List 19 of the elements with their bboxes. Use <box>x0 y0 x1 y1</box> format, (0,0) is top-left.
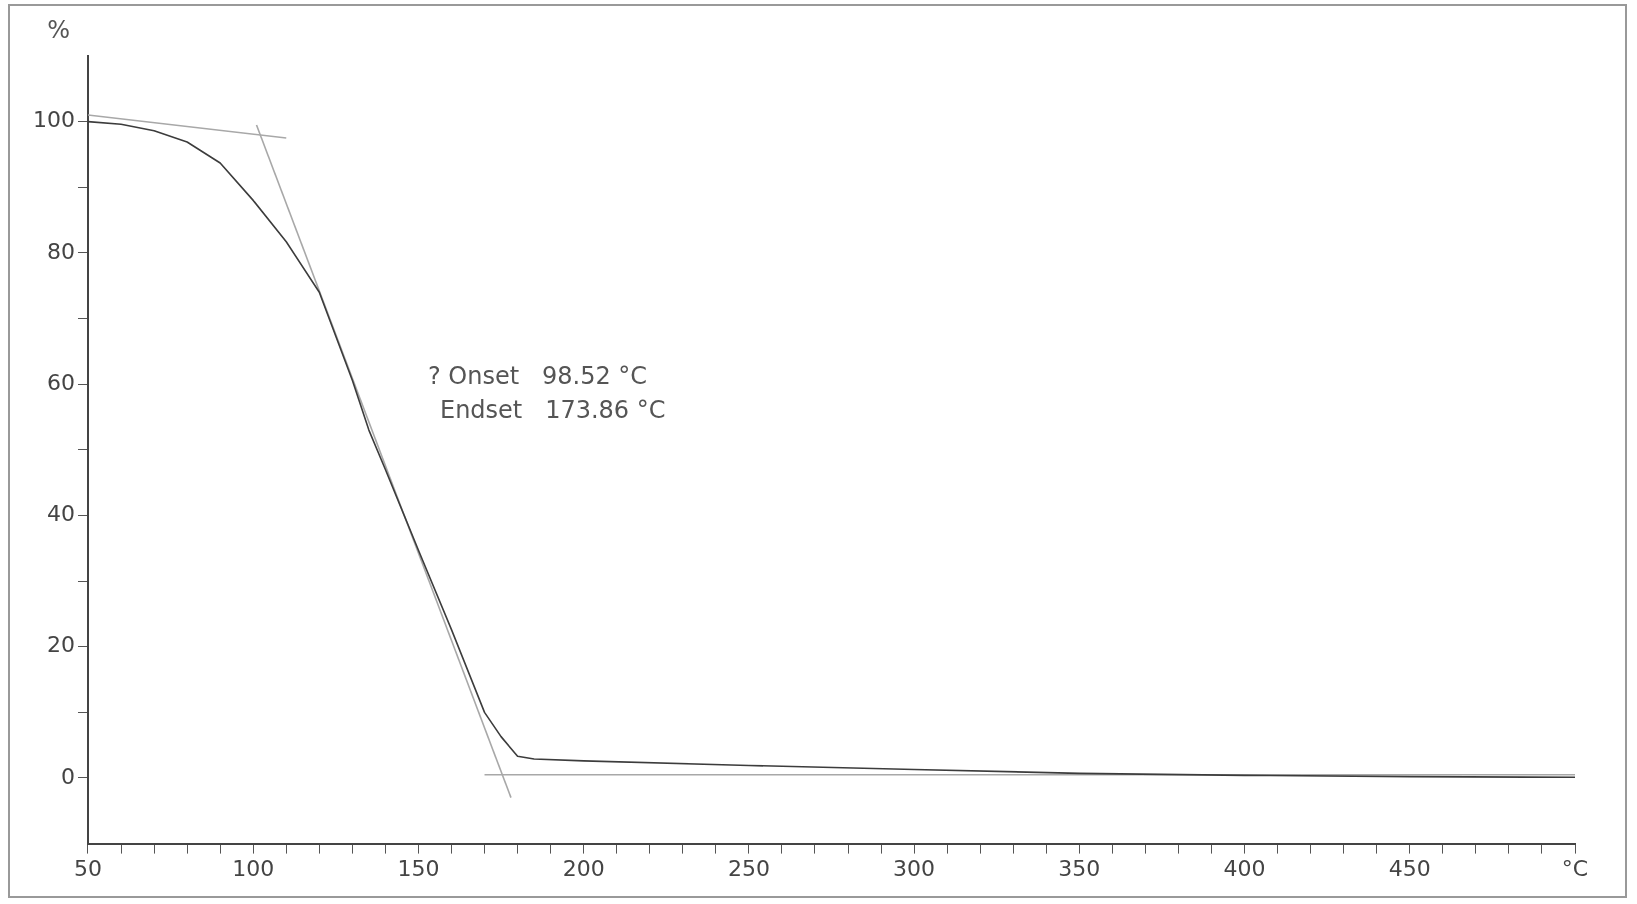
x-tick-label: °C <box>1561 855 1589 881</box>
y-tick-label: 0 <box>60 763 75 789</box>
y-tick-label: 80 <box>46 238 75 264</box>
x-tick-label: 350 <box>1058 855 1101 881</box>
x-tick-label: 450 <box>1388 855 1431 881</box>
annotation: ? Onset 98.52 °C <box>427 361 648 390</box>
y-axis-title: % <box>47 16 70 45</box>
y-tick-label: 100 <box>32 107 75 133</box>
y-tick-label: 40 <box>46 501 75 527</box>
x-tick-label: 300 <box>893 855 936 881</box>
annotation: Endset 173.86 °C <box>439 395 666 424</box>
y-tick-label: 20 <box>46 632 75 658</box>
x-tick-label: 400 <box>1223 855 1266 881</box>
x-tick-label: 250 <box>727 855 770 881</box>
x-tick-label: 150 <box>397 855 440 881</box>
x-tick-label: 200 <box>562 855 605 881</box>
x-tick-label: 100 <box>232 855 275 881</box>
x-tick-label: 50 <box>73 855 102 881</box>
y-tick-label: 60 <box>46 369 75 395</box>
